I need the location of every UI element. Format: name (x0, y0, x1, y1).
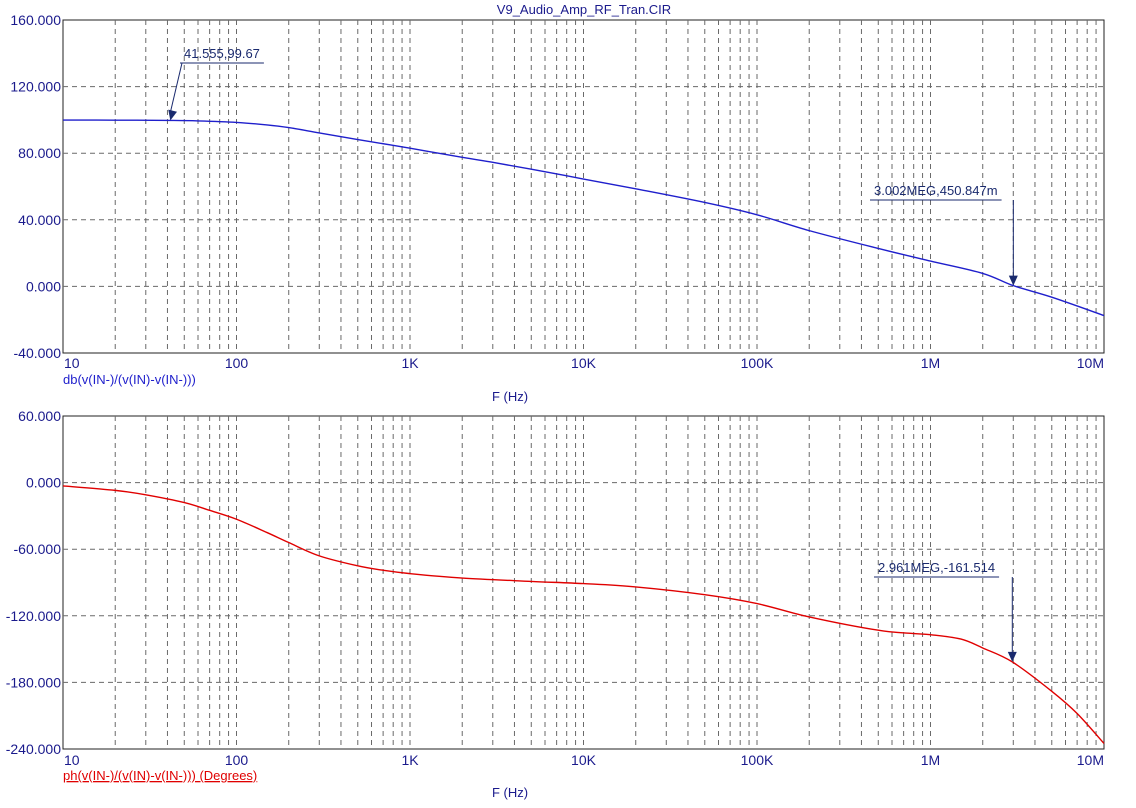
annotation-arrowhead (1007, 651, 1017, 662)
marker-annotation: 41.555,99.67 (168, 46, 264, 121)
y-tick-label: -120.000 (6, 608, 61, 624)
x-tick-label: 100 (225, 355, 249, 371)
y-tick-label: -240.000 (6, 741, 61, 757)
x-tick-label: 1K (401, 752, 419, 768)
series-line (62, 119, 1105, 317)
y-tick-label: 120.000 (10, 79, 61, 95)
x-tick-label: 1K (401, 355, 419, 371)
x-tick-label: 100K (741, 355, 774, 371)
phase-panel: 60.000 0.000 -60.000 -120.000 -180.000 -240.0… (6, 408, 1105, 800)
y-tick-label: 0.000 (26, 475, 61, 491)
y-tick-label: 0.000 (26, 278, 61, 294)
y-axis-label: db(v(IN-)/(v(IN)-v(IN-))) (63, 372, 196, 387)
x-tick-label: 100 (225, 752, 249, 768)
magnitude-panel: 160.000120.00080.00040.0000.000-40.00010… (10, 12, 1105, 404)
y-tick-label: -180.000 (6, 674, 61, 690)
series-line (62, 485, 1105, 744)
x-tick-label: 10 (64, 752, 80, 768)
y-tick-label: 160.000 (10, 12, 61, 28)
marker-annotation: 3.002MEG,450.847m (870, 183, 1018, 286)
y-tick-label: 80.000 (18, 145, 61, 161)
y-tick-label: 40.000 (18, 212, 61, 228)
y-tick-label: -40.000 (14, 345, 62, 361)
annotation-arrowhead (168, 109, 178, 121)
x-axis-label: F (Hz) (492, 389, 528, 404)
annotation-label: 2.961MEG,-161.514 (878, 560, 995, 575)
x-axis-label: F (Hz) (492, 785, 528, 800)
x-tick-label: 10M (1077, 355, 1104, 371)
x-tick-label: 1M (921, 752, 940, 768)
grid-lines (63, 20, 1104, 353)
y-tick-label: -60.000 (14, 541, 62, 557)
x-tick-label: 1M (921, 355, 940, 371)
annotation-label: 41.555,99.67 (184, 46, 260, 61)
y-axis-label: ph(v(IN-)/(v(IN)-v(IN-))) (Degrees) (63, 768, 257, 783)
x-tick-label: 100K (741, 752, 774, 768)
annotation-arrowhead (1008, 275, 1018, 286)
x-tick-label: 10K (571, 752, 597, 768)
chart-title: V9_Audio_Amp_RF_Tran.CIR (497, 2, 671, 17)
x-tick-label: 10K (571, 355, 597, 371)
annotation-leader (169, 62, 183, 113)
marker-annotation: 2.961MEG,-161.514 (874, 560, 1017, 662)
annotation-label: 3.002MEG,450.847m (874, 183, 998, 198)
x-tick-label: 10M (1077, 752, 1104, 768)
x-tick-label: 10 (64, 355, 80, 371)
y-tick-label: 60.000 (18, 408, 61, 424)
grid-lines (63, 416, 1104, 749)
